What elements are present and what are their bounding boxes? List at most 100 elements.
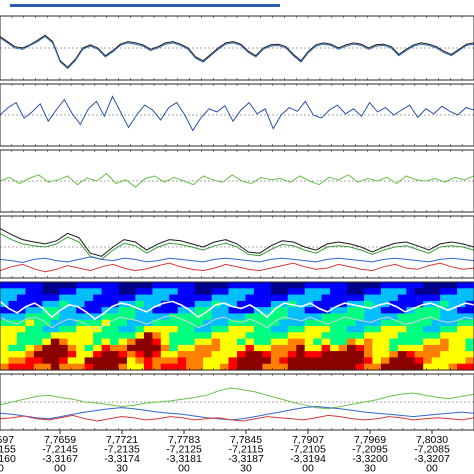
heatmap-cell (59, 363, 69, 371)
heatmap-cell (287, 313, 297, 321)
heatmap-cell (270, 300, 280, 308)
heatmap-cell (296, 282, 306, 289)
heatmap-cell (160, 332, 170, 340)
heatmap-cell (127, 294, 137, 302)
heatmap-cell (270, 338, 280, 346)
x-tick-label: 30 (0, 463, 4, 474)
heatmap-cell (211, 363, 221, 371)
title-bar-accent (10, 4, 280, 7)
heatmap-cell (160, 307, 170, 314)
heatmap-cell (220, 344, 230, 352)
heatmap-cell (414, 351, 424, 358)
heatmap-cell (457, 363, 467, 371)
heatmap-cell (127, 338, 137, 346)
heatmap-cell (347, 326, 357, 333)
heatmap-cell (253, 319, 263, 327)
heatmap-cell (127, 288, 137, 296)
x-tick-label: 7,7845 (230, 434, 262, 446)
heatmap-cell (67, 307, 77, 314)
heatmap-cell (313, 294, 323, 302)
heatmap-cell (127, 319, 137, 327)
series-line (0, 262, 474, 273)
heatmap-cell (380, 363, 390, 371)
x-tick-label: 30 (116, 463, 128, 474)
heatmap-cell (25, 357, 35, 365)
heatmap-cell (262, 357, 272, 365)
heatmap-cell (372, 344, 382, 352)
x-tick-label: -3,3181 (166, 453, 202, 465)
heatmap-cell (135, 338, 145, 346)
heatmap-cell (279, 294, 289, 302)
heatmap-cell (355, 319, 365, 327)
heatmap-cell (118, 351, 128, 358)
heatmap-cell (135, 319, 145, 327)
heatmap-cell (287, 332, 297, 340)
heatmap-cell (110, 332, 120, 340)
heatmap-cell (440, 300, 450, 308)
heatmap-cell (313, 344, 323, 352)
heatmap-cell (186, 338, 196, 346)
heatmap-cell (127, 282, 137, 289)
heatmap-cell (152, 307, 162, 314)
heatmap-cell (372, 363, 382, 371)
heatmap-cell (169, 351, 179, 358)
heatmap-cell (253, 332, 263, 340)
heatmap-cell (347, 307, 357, 314)
heatmap-cell (143, 357, 153, 365)
heatmap-cell (287, 363, 297, 371)
heatmap-cell (270, 313, 280, 321)
x-tick-label: -3,3207 (414, 453, 450, 465)
series-line (0, 405, 474, 421)
heatmap-cell (423, 319, 433, 327)
heatmap-cell (245, 319, 255, 327)
heatmap-cell (245, 357, 255, 365)
heatmap-cell (270, 344, 280, 352)
heatmap-cell (127, 307, 137, 314)
heatmap-cell (457, 282, 467, 289)
heatmap-cell (321, 326, 331, 333)
heatmap-cell (169, 363, 179, 371)
heatmap-cell (380, 326, 390, 333)
heatmap-cell (338, 338, 348, 346)
heatmap-cell (465, 357, 474, 365)
heatmap-cell (177, 282, 187, 289)
heatmap-cell (169, 357, 179, 365)
heatmap-cell (448, 282, 458, 289)
heatmap-cell (313, 313, 323, 321)
heatmap-cell (465, 351, 474, 358)
heatmap-cell (380, 282, 390, 289)
heatmap-cell (338, 326, 348, 333)
x-tick-label: -7,2115 (229, 444, 264, 456)
heatmap-cell (135, 313, 145, 321)
heatmap-cell (321, 288, 331, 296)
heatmap-cell (67, 313, 77, 321)
heatmap-cell (279, 351, 289, 358)
heatmap-cell (16, 344, 26, 352)
heatmap-cell (177, 288, 187, 296)
x-tick-label: -3,3174 (104, 453, 140, 465)
heatmap-cell (237, 307, 247, 314)
heatmap-cell (76, 326, 86, 333)
heatmap-cell (152, 357, 162, 365)
heatmap-cell (270, 357, 280, 365)
heatmap-cell (220, 338, 230, 346)
heatmap-cell (304, 363, 314, 371)
heatmap-cell (177, 351, 187, 358)
heatmap-cell (448, 357, 458, 365)
heatmap-cell (160, 282, 170, 289)
heatmap-cell (245, 332, 255, 340)
heatmap-cell (16, 313, 26, 321)
heatmap-cell (321, 363, 331, 371)
heatmap-cell (135, 294, 145, 302)
heatmap-cell (380, 332, 390, 340)
heatmap-cell (364, 300, 374, 308)
heatmap-cell (270, 294, 280, 302)
heatmap-cell (448, 338, 458, 346)
heatmap-cell (296, 351, 306, 358)
heatmap-cell (177, 300, 187, 308)
heatmap-cell (228, 344, 238, 352)
heatmap-cell (338, 332, 348, 340)
heatmap-cell (253, 363, 263, 371)
heatmap-cell (33, 351, 43, 358)
heatmap-cell (262, 338, 272, 346)
